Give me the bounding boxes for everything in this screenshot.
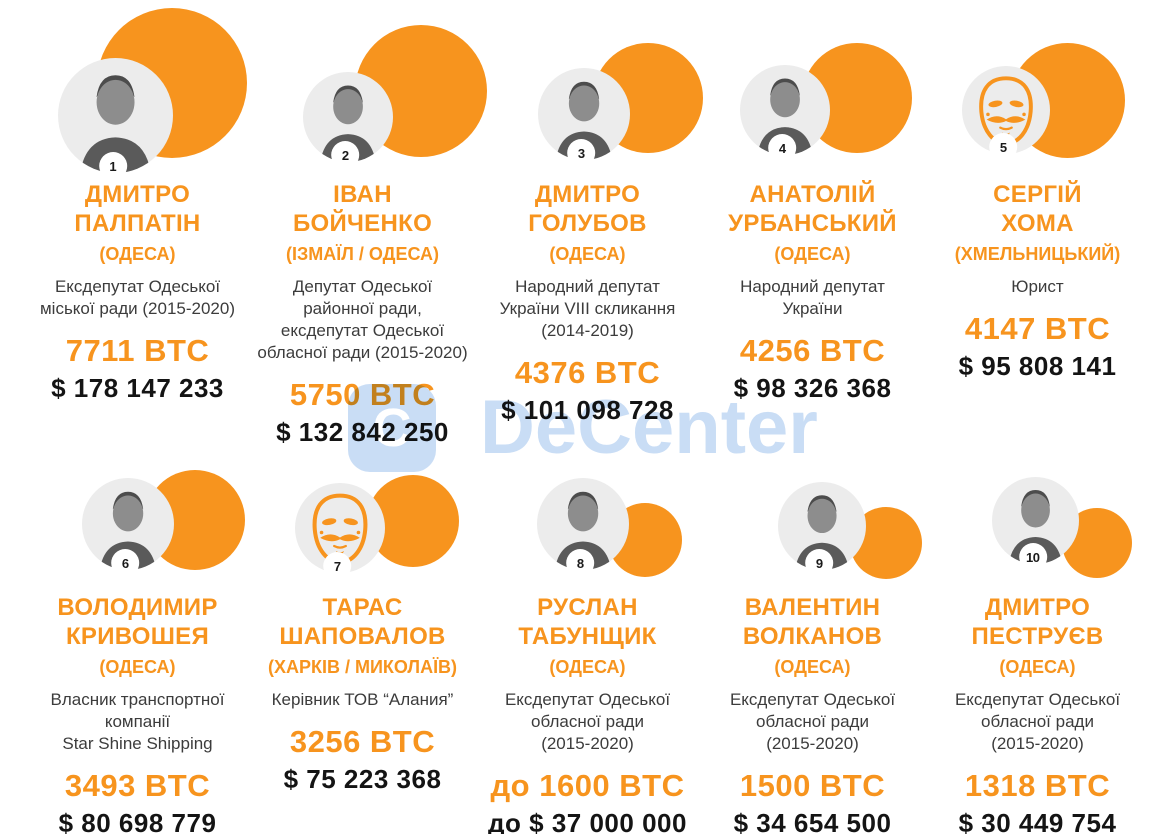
rank-badge: 4: [768, 134, 797, 162]
person-description: Власник транспортної компанії Star Shine…: [50, 690, 225, 753]
btc-bubble-viz: 9: [700, 462, 925, 579]
person-name: РУСЛАН ТАБУНЩИК: [518, 594, 657, 650]
usd-amount: $ 178 147 233: [51, 373, 224, 403]
person-location: (ХМЕЛЬНИЦЬКИЙ): [954, 244, 1121, 264]
person-card: 1 ДМИТРО ПАЛПАТІН (ОДЕСА) Ексдепутат Оде…: [25, 0, 250, 462]
avatar: 4: [740, 65, 830, 162]
btc-bubble-viz: 7: [250, 462, 475, 580]
avatar: 2: [303, 72, 393, 169]
person-location: (ОДЕСА): [549, 657, 626, 677]
top-row: 1 ДМИТРО ПАЛПАТІН (ОДЕСА) Ексдепутат Оде…: [25, 0, 1150, 462]
avatar: 1: [58, 58, 173, 180]
usd-amount: $ 101 098 728: [501, 395, 674, 425]
person-location: (ІЗМАЇЛ / ОДЕСА): [286, 244, 439, 264]
usd-amount: до $ 37 000 000: [488, 808, 687, 834]
btc-bubble-viz: 2: [250, 0, 487, 175]
usd-amount: $ 95 808 141: [958, 351, 1117, 381]
rank-badge: 1: [98, 152, 127, 180]
person-description: Ексдепутат Одеської обласної ради (2015-…: [954, 690, 1121, 753]
avatar: 3: [538, 68, 630, 167]
btc-amount: 3256 BTC: [289, 724, 436, 759]
usd-amount: $ 30 449 754: [958, 808, 1117, 834]
btc-amount: 1500 BTC: [739, 768, 886, 803]
rank-badge: 7: [323, 552, 352, 580]
person-location: (ОДЕСА): [999, 657, 1076, 677]
person-card: 6 ВОЛОДИМИР КРИВОШЕЯ (ОДЕСА) Власник тра…: [25, 462, 250, 834]
person-description: Народний депутат України: [740, 277, 885, 318]
person-card: 7 ТАРАС ШАПОВАЛОВ (ХАРКІВ / МИКОЛАЇВ) Ке…: [250, 462, 475, 834]
btc-bubble-viz: 6: [25, 462, 250, 577]
btc-amount: 4147 BTC: [964, 311, 1111, 346]
rank-badge: 8: [566, 549, 595, 577]
avatar: 10: [992, 477, 1079, 571]
person-description: Ексдепутат Одеської обласної ради (2015-…: [504, 690, 671, 753]
btc-amount: 3493 BTC: [64, 768, 211, 803]
person-location: (ХАРКІВ / МИКОЛАЇВ): [267, 657, 458, 677]
rank-badge: 6: [111, 549, 140, 577]
usd-amount: $ 34 654 500: [733, 808, 892, 834]
person-name: ТАРАС ШАПОВАЛОВ: [279, 594, 446, 650]
person-location: (ОДЕСА): [99, 657, 176, 677]
person-name: ДМИТРО ПЕСТРУЄВ: [971, 594, 1104, 650]
person-location: (ОДЕСА): [549, 244, 626, 264]
bottom-row: 6 ВОЛОДИМИР КРИВОШЕЯ (ОДЕСА) Власник тра…: [0, 462, 1171, 834]
person-description: Депутат Одеської районної ради, ексдепут…: [257, 277, 468, 362]
person-card: 5 СЕРГІЙ ХОМА (ХМЕЛЬНИЦЬКИЙ) Юрист 4147 …: [925, 0, 1150, 462]
person-description: Ексдепутат Одеської міської ради (2015-2…: [39, 277, 236, 318]
rank-badge: 5: [989, 133, 1018, 161]
person-name: АНАТОЛІЙ УРБАНСЬКИЙ: [728, 181, 897, 237]
avatar: 8: [537, 478, 629, 577]
person-location: (ОДЕСА): [774, 244, 851, 264]
btc-bubble-viz: 5: [925, 0, 1150, 175]
person-location: (ОДЕСА): [774, 657, 851, 677]
btc-amount: 4256 BTC: [739, 333, 886, 368]
avatar: 7: [295, 483, 385, 580]
person-description: Керівник ТОВ “Алания”: [271, 690, 454, 709]
person-name: ВОЛОДИМИР КРИВОШЕЯ: [57, 594, 218, 650]
person-description: Юрист: [1011, 277, 1064, 296]
person-card: 10 ДМИТРО ПЕСТРУЄВ (ОДЕСА) Ексдепутат Од…: [925, 462, 1150, 834]
person-name: ВАЛЕНТИН ВОЛКАНОВ: [742, 594, 883, 650]
btc-amount: до 1600 BTC: [490, 768, 685, 803]
btc-bubble-viz: 3: [475, 0, 703, 175]
person-description: Ексдепутат Одеської обласної ради (2015-…: [729, 690, 896, 753]
person-name: ДМИТРО ГОЛУБОВ: [528, 181, 647, 237]
usd-amount: $ 80 698 779: [58, 808, 217, 834]
btc-bubble-viz: 1: [25, 0, 250, 180]
btc-bubble-viz: 10: [925, 462, 1150, 578]
btc-bubble-viz: 8: [475, 462, 700, 577]
person-name: СЕРГІЙ ХОМА: [993, 181, 1082, 237]
person-location: (ОДЕСА): [99, 244, 176, 264]
btc-amount: 7711 BTC: [65, 333, 210, 368]
btc-bubble-viz: 4: [700, 0, 925, 175]
btc-amount: 1318 BTC: [964, 768, 1111, 803]
usd-amount: $ 98 326 368: [733, 373, 892, 403]
usd-amount: $ 132 842 250: [276, 417, 449, 447]
person-name: ДМИТРО ПАЛПАТІН: [74, 181, 201, 237]
person-card: 3 ДМИТРО ГОЛУБОВ (ОДЕСА) Народний депута…: [475, 0, 703, 462]
avatar: 9: [778, 482, 866, 577]
rank-badge: 3: [567, 139, 596, 167]
avatar: 6: [82, 478, 174, 577]
rank-badge: 10: [1018, 543, 1047, 571]
person-card: 9 ВАЛЕНТИН ВОЛКАНОВ (ОДЕСА) Ексдепутат О…: [700, 462, 925, 834]
btc-amount: 5750 BTC: [289, 377, 436, 412]
rank-badge: 9: [805, 549, 834, 577]
btc-amount: 4376 BTC: [514, 355, 661, 390]
person-name: ІВАН БОЙЧЕНКО: [292, 181, 433, 237]
rank-badge: 2: [331, 141, 360, 169]
usd-amount: $ 75 223 368: [283, 764, 442, 794]
avatar: 5: [962, 66, 1050, 161]
person-card: 4 АНАТОЛІЙ УРБАНСЬКИЙ (ОДЕСА) Народний д…: [700, 0, 925, 462]
person-card: 8 РУСЛАН ТАБУНЩИК (ОДЕСА) Ексдепутат Оде…: [475, 462, 700, 834]
person-card: 2 ІВАН БОЙЧЕНКО (ІЗМАЇЛ / ОДЕСА) Депутат…: [250, 0, 487, 462]
person-description: Народний депутат України VIII скликання …: [499, 277, 676, 340]
